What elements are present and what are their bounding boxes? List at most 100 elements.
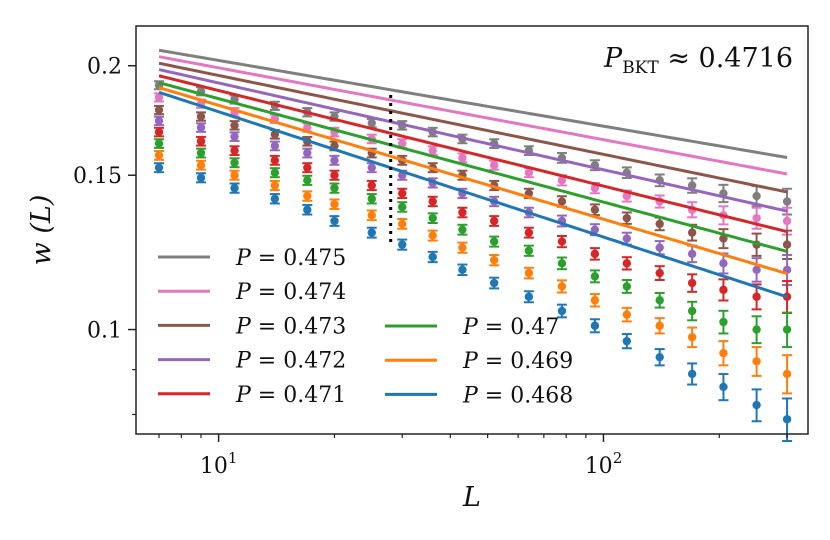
data-point: [687, 228, 697, 237]
series-6: [154, 86, 793, 395]
data-point: [270, 141, 280, 151]
data-point: [196, 161, 206, 170]
fit-line-0: [158, 48, 788, 159]
data-point: [398, 139, 407, 148]
data-point: [687, 306, 697, 316]
data-point: [557, 197, 567, 206]
data-point: [367, 194, 376, 203]
data-point: [489, 161, 499, 170]
annotation-value: ≈ 0.4716: [659, 43, 793, 74]
data-point: [230, 171, 239, 180]
data-point: [303, 176, 312, 185]
legend-var: P: [462, 383, 479, 408]
legend-item: P = 0.468: [385, 383, 573, 408]
data-point: [622, 213, 632, 223]
legend-label: P = 0.471: [235, 383, 346, 408]
data-point: [196, 148, 206, 158]
data-point: [719, 259, 728, 268]
data-point: [557, 259, 567, 268]
data-point: [557, 306, 567, 316]
p-bkt-annotation: PBKT ≈ 0.4716: [603, 43, 793, 78]
data-point: [489, 255, 499, 265]
data-point: [398, 219, 407, 229]
data-point: [590, 183, 600, 193]
legend-var: P: [235, 280, 252, 305]
fit-line-7: [158, 90, 788, 299]
data-point: [330, 171, 339, 180]
legend-item: P = 0.472: [158, 349, 346, 374]
data-point: [719, 382, 728, 392]
data-point: [752, 325, 761, 334]
annotation-main: P: [603, 43, 623, 74]
data-point: [655, 243, 664, 252]
legend-var: P: [462, 349, 479, 374]
data-point: [687, 369, 697, 379]
data-point: [270, 194, 280, 203]
x-tick-exponent: 1: [228, 449, 238, 467]
legend-label: P = 0.47: [462, 315, 559, 340]
data-point: [622, 191, 632, 201]
data-point: [687, 181, 697, 190]
fit-line-3: [158, 68, 788, 213]
x-tick-exponent: 2: [613, 449, 623, 467]
legend-value: = 0.474: [251, 280, 346, 305]
fit-line-6: [158, 86, 788, 276]
legend-label: P = 0.474: [235, 280, 346, 305]
data-point: [752, 213, 761, 223]
data-point: [154, 151, 164, 160]
data-point: [330, 183, 339, 193]
data-point: [687, 249, 697, 259]
data-point: [428, 252, 437, 262]
data-point: [489, 237, 499, 246]
data-point: [524, 228, 534, 237]
legend-var: P: [462, 315, 479, 340]
legend-value: = 0.473: [251, 314, 346, 339]
data-point: [782, 325, 792, 334]
x-tick-label: 101: [200, 449, 238, 479]
data-point: [524, 246, 534, 255]
data-point: [719, 348, 728, 358]
data-point: [489, 216, 499, 226]
x-tick-base: 10: [200, 454, 228, 479]
data-point: [782, 415, 792, 424]
data-point: [303, 205, 312, 214]
data-point: [622, 259, 632, 268]
data-point: [782, 197, 792, 206]
data-point: [270, 156, 280, 165]
data-point: [622, 282, 632, 291]
series-layer: [154, 48, 793, 443]
data-point: [230, 146, 239, 155]
data-point: [622, 234, 632, 243]
data-point: [196, 137, 206, 146]
data-point: [590, 249, 600, 259]
data-point: [398, 202, 407, 212]
data-point: [782, 240, 792, 249]
legend-item: P = 0.475: [158, 246, 346, 271]
data-point: [230, 183, 239, 193]
data-point: [428, 146, 437, 155]
data-point: [270, 181, 280, 190]
data-point: [398, 240, 407, 249]
series-5: [154, 81, 793, 349]
data-point: [270, 168, 280, 177]
annotation-subscript: BKT: [622, 58, 659, 78]
series-7: [154, 90, 793, 443]
legend-label: P = 0.472: [235, 349, 346, 374]
data-point: [752, 292, 761, 301]
data-point: [458, 265, 467, 274]
data-point: [330, 200, 339, 209]
legend-label: P = 0.473: [235, 314, 346, 339]
data-point: [752, 265, 761, 274]
data-point: [622, 310, 632, 319]
legend-item: P = 0.469: [385, 349, 573, 374]
data-point: [367, 211, 376, 220]
legend-var: P: [235, 314, 252, 339]
legend-value: = 0.469: [478, 349, 573, 374]
x-tick-base: 10: [585, 454, 613, 479]
data-point: [655, 321, 664, 330]
data-point: [590, 321, 600, 330]
data-point: [303, 191, 312, 201]
legend-value: = 0.47: [478, 315, 559, 340]
